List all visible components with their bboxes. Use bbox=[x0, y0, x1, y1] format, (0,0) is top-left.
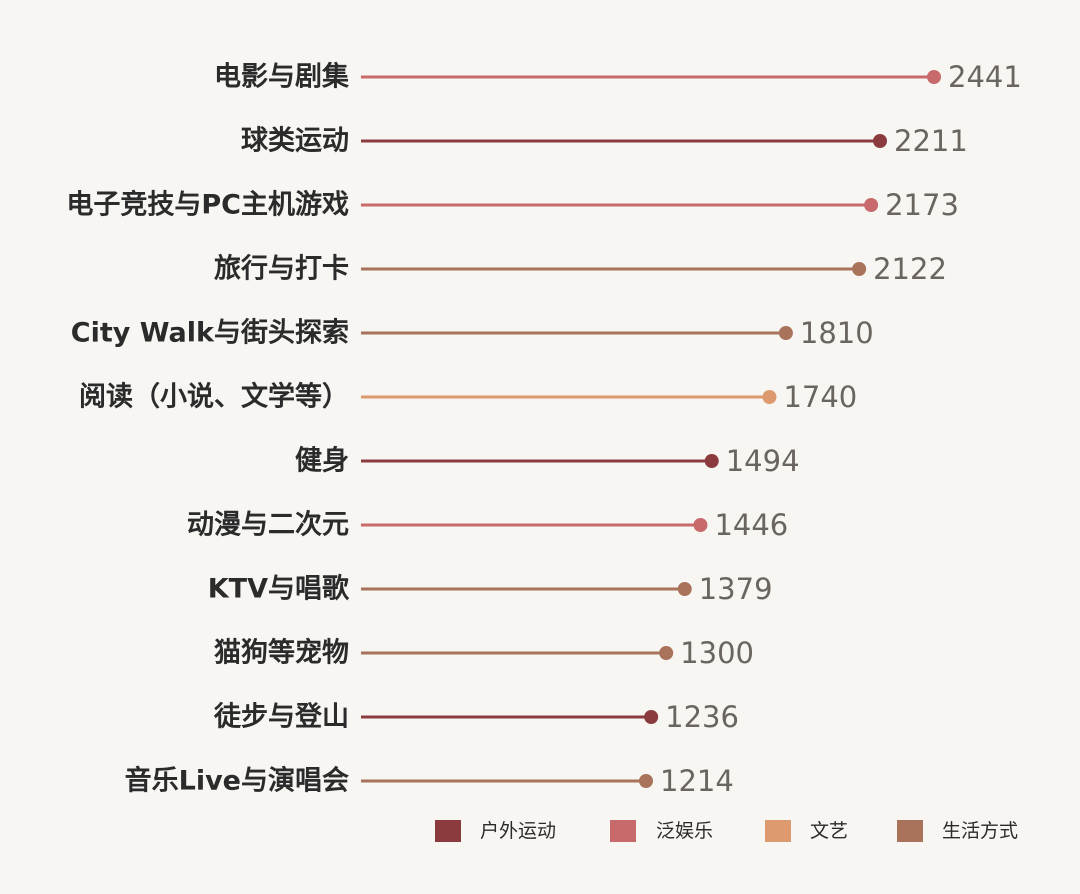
lollipop-dot bbox=[852, 262, 867, 276]
category-label: KTV与唱歌 bbox=[208, 574, 350, 605]
category-label: 音乐Live与演唱会 bbox=[125, 765, 349, 797]
lollipop-dot bbox=[659, 646, 674, 660]
lollipop-dot bbox=[639, 774, 653, 788]
legend-item: 泛娱乐 bbox=[610, 820, 713, 842]
lollipop-dot bbox=[644, 710, 659, 724]
value-label: 1214 bbox=[660, 764, 734, 798]
legend-label: 文艺 bbox=[810, 820, 848, 842]
category-label: 旅行与打卡 bbox=[214, 253, 349, 285]
value-label: 1494 bbox=[726, 444, 800, 478]
lollipop-row: 阅读（小说、文学等） 1740 bbox=[79, 380, 857, 414]
lollipop-row: 健身 1494 bbox=[295, 444, 800, 478]
legend: 户外运动 泛娱乐 文艺 生活方式 bbox=[435, 820, 1018, 842]
legend-swatch bbox=[897, 820, 923, 842]
value-label: 1379 bbox=[699, 572, 773, 606]
legend-item: 生活方式 bbox=[897, 820, 1018, 842]
value-label: 2122 bbox=[873, 252, 947, 286]
value-label: 2211 bbox=[894, 124, 968, 158]
lollipop-row: 球类运动 2211 bbox=[241, 124, 968, 158]
lollipop-row: 徒步与登山 1236 bbox=[213, 700, 739, 734]
value-label: 1236 bbox=[665, 700, 739, 734]
lollipop-row: KTV与唱歌 1379 bbox=[208, 572, 773, 606]
value-label: 1810 bbox=[800, 316, 874, 350]
value-label: 1300 bbox=[680, 636, 754, 670]
lollipop-dot bbox=[693, 518, 708, 532]
category-label: 健身 bbox=[295, 445, 349, 477]
lollipop-row: 电子竞技与PC主机游戏 2173 bbox=[66, 188, 959, 222]
lollipop-dot bbox=[873, 134, 888, 148]
category-label: 动漫与二次元 bbox=[187, 510, 349, 541]
category-label: 徒步与登山 bbox=[213, 702, 349, 733]
legend-item: 文艺 bbox=[765, 820, 848, 842]
value-label: 1446 bbox=[714, 508, 788, 542]
lollipop-row: 旅行与打卡 2122 bbox=[214, 252, 947, 286]
legend-label: 生活方式 bbox=[942, 820, 1018, 842]
chart-rows: 电影与剧集 2441 球类运动 2211 电子竞技与PC主机游戏 2173 旅行与打卡 212… bbox=[66, 60, 1021, 798]
category-label: 电子竞技与PC主机游戏 bbox=[66, 189, 349, 221]
legend-label: 泛娱乐 bbox=[656, 820, 713, 842]
legend-swatch bbox=[610, 820, 636, 842]
lollipop-row: City Walk与街头探索 1810 bbox=[71, 316, 874, 350]
lollipop-row: 音乐Live与演唱会 1214 bbox=[125, 764, 734, 798]
lollipop-row: 电影与剧集 2441 bbox=[214, 60, 1022, 94]
lollipop-dot bbox=[864, 198, 879, 212]
legend-swatch bbox=[435, 820, 461, 842]
lollipop-dot bbox=[778, 326, 793, 340]
lollipop-row: 动漫与二次元 1446 bbox=[187, 508, 788, 542]
lollipop-dot bbox=[762, 390, 777, 404]
category-label: City Walk与街头探索 bbox=[71, 318, 349, 349]
lollipop-row: 猫狗等宠物 1300 bbox=[214, 636, 754, 670]
value-label: 2441 bbox=[948, 60, 1022, 94]
lollipop-dot bbox=[677, 582, 692, 596]
lollipop-dot bbox=[704, 454, 719, 468]
legend-label: 户外运动 bbox=[480, 820, 556, 842]
lollipop-dot bbox=[927, 70, 941, 84]
category-label: 猫狗等宠物 bbox=[214, 637, 349, 669]
value-label: 1740 bbox=[783, 380, 857, 414]
legend-item: 户外运动 bbox=[435, 820, 556, 842]
legend-swatch bbox=[765, 820, 791, 842]
category-label: 球类运动 bbox=[241, 126, 349, 157]
category-label: 阅读（小说、文学等） bbox=[79, 381, 349, 413]
value-label: 2173 bbox=[885, 188, 959, 222]
category-label: 电影与剧集 bbox=[214, 61, 350, 93]
